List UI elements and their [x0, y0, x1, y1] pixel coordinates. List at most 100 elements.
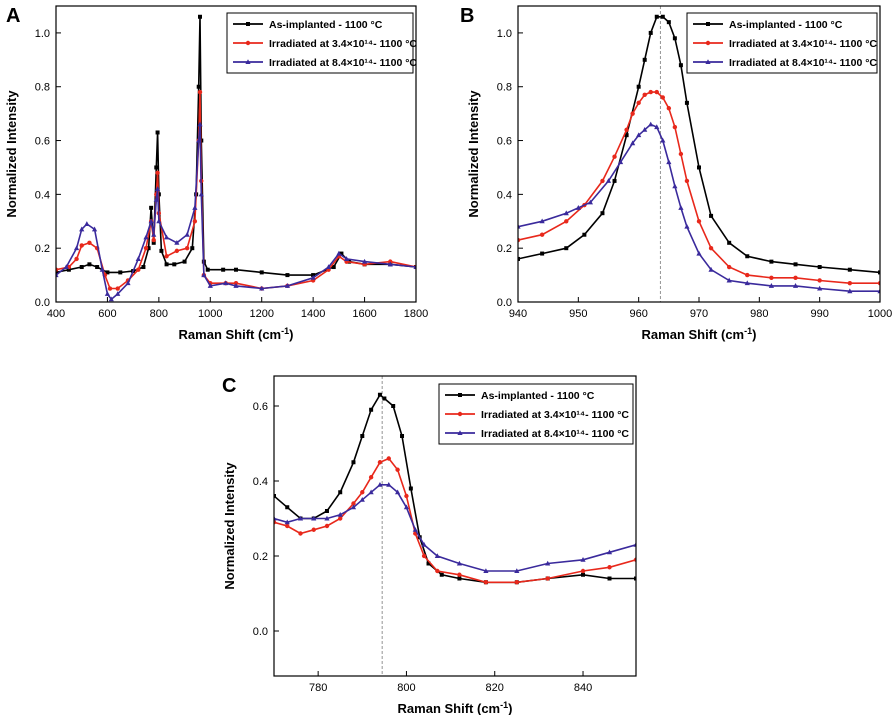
panel-b-series-1-point: [684, 100, 689, 105]
panel-a-series-1-point: [141, 265, 146, 270]
panel-a-series-3-point: [79, 226, 85, 232]
panel-a-series-1-point: [172, 262, 177, 267]
panel-c-series-2-point: [404, 493, 409, 499]
panel-a-x-tick-label: 1400: [301, 308, 325, 320]
panel-c-series-1-point: [377, 392, 382, 397]
panel-a-series-1-point: [149, 205, 154, 210]
panel-b-series-1-point: [642, 57, 647, 62]
panel-c-series-2-point: [514, 580, 520, 585]
panel-c-series-3-point: [386, 481, 392, 487]
panel-b-series-1-point: [727, 240, 732, 245]
panel-b-series-1-point: [540, 251, 545, 256]
panel-b-series-1-point: [624, 133, 629, 138]
panel-c-legend-label-1: As-implanted - 1100 °C: [481, 390, 595, 402]
panel-b-x-tick-label: 1000: [868, 308, 892, 320]
panel-a-series-3-point: [196, 137, 202, 143]
panel-a-series-1-point: [105, 270, 110, 275]
panel-a-y-axis-label: Normalized Intensity: [4, 90, 19, 218]
panel-a-series-1-point: [221, 267, 226, 272]
panel-a-y-tick-label: 0.8: [35, 82, 50, 94]
panel-b-series-2-point: [636, 100, 641, 106]
panel-b-series-2-point: [600, 178, 605, 184]
panel-c-x-tick-label: 800: [397, 682, 415, 694]
panel-c-legend-marker-1: [458, 393, 462, 397]
panel-b-y-tick-label: 1.0: [497, 28, 512, 40]
panel-c-y-tick-label: 0.6: [253, 401, 268, 413]
panel-a-x-tick-label: 1200: [249, 308, 273, 320]
panel-b-y-tick-label: 0.4: [497, 189, 512, 201]
panel-a-series-3-point: [104, 291, 111, 296]
panel-a-series-1-point: [154, 165, 159, 170]
panel-a-x-tick-label: 1600: [352, 308, 376, 320]
panel-a-series-1-point: [118, 270, 123, 275]
panel-c-series-2-point: [311, 527, 316, 532]
panel-a-y-tick-label: 1.0: [35, 28, 50, 40]
panel-c-series-1-point: [391, 404, 396, 408]
panel-b-series-3-point: [575, 205, 581, 210]
panel-c-series-1-point: [285, 505, 290, 510]
panel-label-b: B: [460, 5, 474, 27]
panel-a-series-3-point: [223, 280, 229, 286]
panel-b-series-3-point: [744, 280, 750, 286]
panel-a-series-3-point: [135, 256, 141, 261]
panel-a-series-1-point: [79, 265, 84, 270]
panel-b-series-3-point: [587, 199, 593, 205]
panel-label-c: C: [222, 375, 236, 397]
panel-c-y-tick-label: 0.4: [253, 476, 268, 488]
panel-a-series-3-point: [336, 250, 342, 256]
panel-b-series-1-point: [518, 256, 520, 261]
panel-a-series-3-point: [198, 191, 204, 197]
panel-a-series-3-point: [192, 205, 198, 210]
panel-c-series-2-point: [377, 460, 383, 465]
panel-a-series-1-point: [155, 130, 160, 135]
panel-c-series-2-point: [324, 523, 330, 529]
panel-b-series-2-line: [518, 91, 880, 285]
panel-a-series-3-point: [413, 264, 416, 270]
panel-c-series-2-point: [483, 580, 489, 585]
panel-b-series-2-point: [654, 89, 659, 95]
panel-c-series-1-point: [338, 490, 343, 495]
panel-a-series-2-point: [87, 240, 92, 245]
panel-a-series-3-point: [174, 240, 180, 245]
panel-a-legend-label-1: As-implanted - 1100 °C: [269, 19, 383, 31]
panel-a-x-tick-label: 1800: [404, 308, 428, 320]
panel-b-x-tick-label: 970: [690, 308, 708, 320]
panel-c-series-3-point: [350, 504, 357, 510]
panel-c-series-1-point: [426, 561, 431, 566]
panel-a-series-2-point: [143, 245, 149, 251]
panel-c-series-1-point: [607, 576, 612, 581]
panel-a-chart: 400 600 800 1000 1200 1400 1600 1800 0.0 0.2 0.4 0.…: [4, 5, 428, 342]
panel-c-series-3-point: [606, 549, 613, 555]
panel-a-legend: As-implanted - 1100 °C Irradiated at 3.4×…: [226, 12, 417, 74]
panel-c-series-3-point: [324, 515, 330, 521]
panel-b-series-2-point: [642, 92, 647, 98]
panel-c-x-tick-label: 820: [486, 682, 504, 694]
panel-c-series-3-point: [412, 526, 418, 532]
panel-b-series-3-line: [518, 123, 880, 293]
panel-b-series-1-point: [582, 232, 587, 237]
panel-c-legend-marker-2: [457, 411, 463, 417]
panel-a-series-3-point: [197, 121, 203, 127]
panel-c-series-1-point: [324, 509, 329, 513]
panel-b-series-1-point: [660, 14, 665, 19]
panel-c-series-1-point: [400, 434, 405, 438]
panel-c-series-3-point: [395, 489, 401, 495]
panel-a-series-2-point: [79, 243, 84, 248]
panel-b-series-3-point: [642, 126, 648, 132]
panel-a-series-2-point: [174, 248, 180, 254]
panel-b-series-1-point: [654, 14, 659, 19]
panel-b-series-1-point: [600, 211, 605, 216]
panel-a-series-3-point: [201, 272, 207, 278]
panel-b-series-3-point: [792, 283, 799, 288]
panel-c-series-1-point: [408, 486, 413, 491]
panel-b-series-3-point: [654, 124, 660, 130]
panel-b-series-2-point: [666, 106, 672, 111]
panel-b-legend-label-1: As-implanted - 1100 °C: [729, 19, 843, 31]
panel-c-y-axis-label: Normalized Intensity: [222, 462, 237, 590]
panel-b-series-1-point: [564, 246, 569, 251]
panel-a-series-1-point: [331, 265, 336, 270]
panel-a-legend-label-3: Irradiated at 8.4×10¹⁴- 1100 °C: [269, 57, 417, 69]
panel-b-series-2-point: [708, 245, 714, 251]
panel-b-y-axis-label: Normalized Intensity: [466, 90, 481, 218]
